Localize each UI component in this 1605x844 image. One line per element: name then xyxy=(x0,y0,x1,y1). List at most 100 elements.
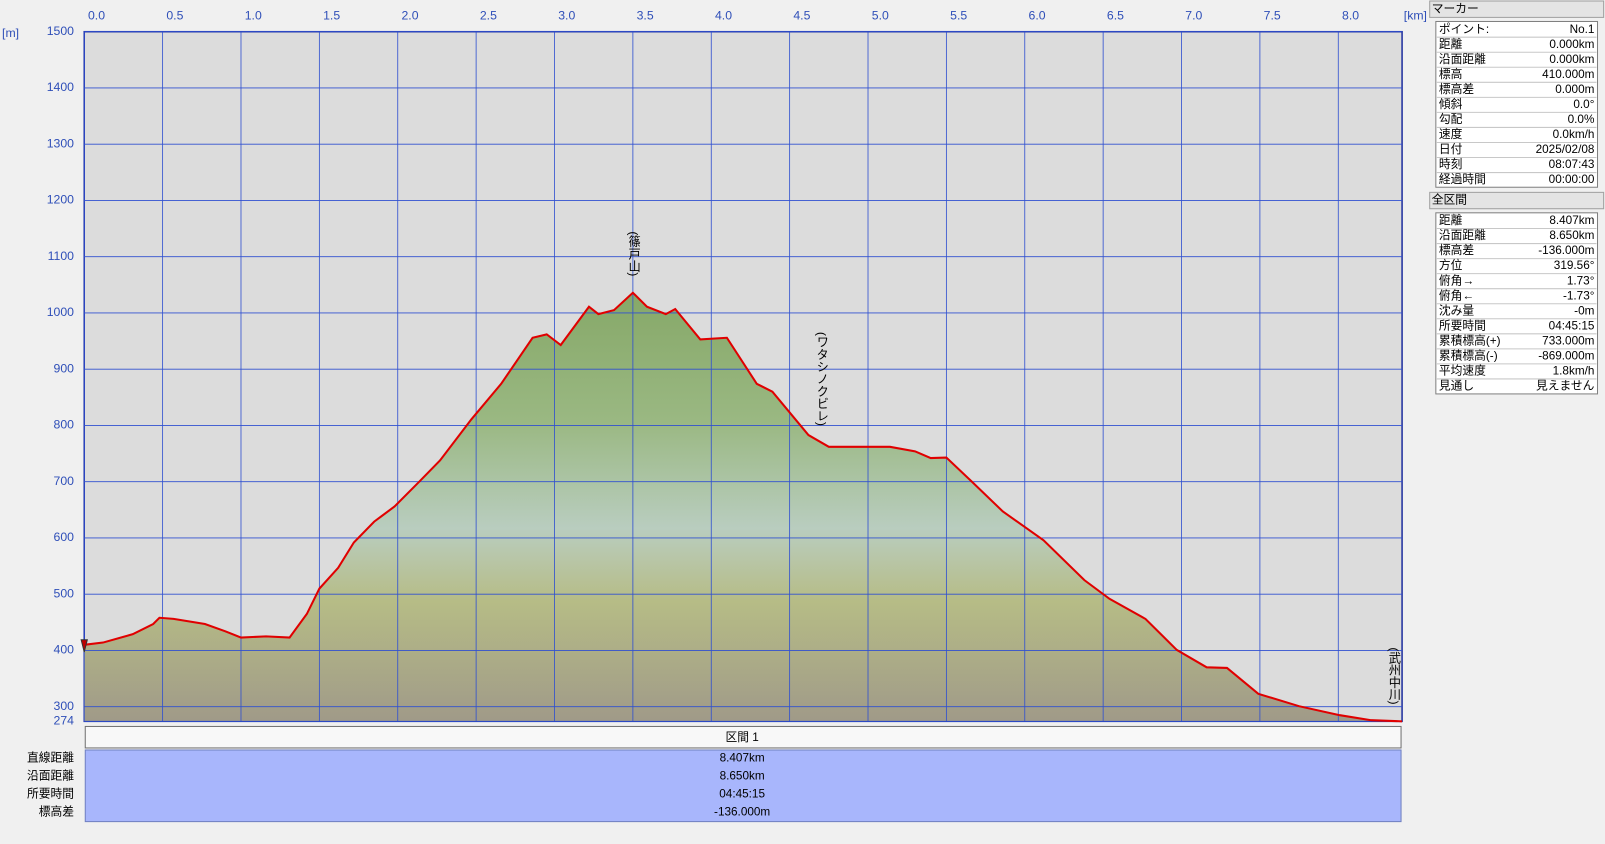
x-tick-label: 5.0 xyxy=(872,9,889,23)
marker-table: ポイント: No.1 距離 0.000km 沿面距離 0.000km 標高 410.000m 標… xyxy=(1436,23,1597,186)
x-tick-label: 2.0 xyxy=(401,9,418,23)
key: 勾配 xyxy=(1439,113,1463,126)
key: 速度 xyxy=(1439,127,1463,141)
value: 1.8km/h xyxy=(1553,365,1595,378)
key: 沿面距離 xyxy=(1439,52,1486,66)
row-label: 直線距離 xyxy=(27,750,74,764)
y-tick-label: 1300 xyxy=(47,136,74,150)
value: 2025/02/08 xyxy=(1536,143,1595,156)
value: -869.000m xyxy=(1538,349,1594,362)
value: 0.0% xyxy=(1568,113,1595,126)
value: 410.000m xyxy=(1542,68,1594,81)
value: 04:45:15 xyxy=(1549,319,1595,332)
y-tick-label: 1400 xyxy=(47,80,74,94)
x-tick-label: 1.0 xyxy=(245,9,262,23)
key: 俯角→ xyxy=(1439,273,1474,287)
value: 733.000m xyxy=(1542,334,1594,347)
x-tick-label: 2.5 xyxy=(480,9,497,23)
key: 平均速度 xyxy=(1439,364,1486,378)
key: 方位 xyxy=(1439,258,1463,272)
y-tick-label: 300 xyxy=(54,699,75,713)
key: 標高差 xyxy=(1439,243,1475,257)
elevation-line xyxy=(84,291,1403,723)
x-unit: [km] xyxy=(1404,9,1427,23)
annotation: (武州中川) xyxy=(1387,647,1401,704)
row-label: 標高差 xyxy=(39,804,74,818)
value: 00:00:00 xyxy=(1549,173,1595,186)
key: 経過時間 xyxy=(1439,173,1486,186)
row-value: 8.407km xyxy=(720,751,765,764)
x-tick-label: 6.0 xyxy=(1029,9,1046,23)
marker-panel-box xyxy=(1435,20,1599,188)
value: 0.000km xyxy=(1549,38,1594,51)
x-tick-label: 4.0 xyxy=(715,9,732,23)
annotation: (篠戸山) xyxy=(627,231,641,276)
x-tick-label: 5.5 xyxy=(950,9,967,23)
key: 沿面距離 xyxy=(1439,228,1486,242)
x-tick-label: 0.5 xyxy=(166,9,183,23)
section-panel-header xyxy=(1429,191,1605,210)
value: 見えません xyxy=(1536,380,1595,393)
row-label: 所要時間 xyxy=(27,787,74,800)
x-tick-label: 1.5 xyxy=(323,9,340,23)
y-tick-label: 1000 xyxy=(47,305,74,319)
y-tick-label: 1200 xyxy=(47,193,74,207)
key: 距離 xyxy=(1439,213,1463,227)
key: 累積標高(+) xyxy=(1439,333,1501,347)
value: -0m xyxy=(1574,304,1594,317)
start-marker xyxy=(80,639,88,653)
key: 距離 xyxy=(1439,37,1463,51)
section-header-bar xyxy=(84,725,1402,749)
elevation-area xyxy=(84,292,1403,722)
value: 0.000km xyxy=(1549,53,1594,66)
key: 所要時間 xyxy=(1439,319,1486,332)
key: ポイント: xyxy=(1439,23,1489,36)
key: 標高 xyxy=(1439,67,1462,81)
section-header: 区間 1 xyxy=(725,731,758,744)
y-tick-label: 1100 xyxy=(48,249,75,263)
key: 傾斜 xyxy=(1439,97,1463,111)
value: -1.73° xyxy=(1563,289,1594,302)
section-panel-table: 距離 8.407km 沿面距離 8.650km 標高差 -136.000m 方位 319.56… xyxy=(1436,213,1597,393)
x-tick-label: 7.5 xyxy=(1264,9,1281,23)
key: 時刻 xyxy=(1439,157,1462,171)
y-tick-label: 400 xyxy=(54,643,75,657)
x-tick-label: 4.5 xyxy=(793,9,810,23)
y-tick-label: 1500 xyxy=(47,24,74,38)
value: 8.407km xyxy=(1549,214,1594,227)
value: 8.650km xyxy=(1549,229,1594,242)
section-values-area xyxy=(84,749,1402,823)
x-tick-label: 3.5 xyxy=(637,9,654,23)
x-tick-label: 8.0 xyxy=(1342,9,1359,23)
marker-panel-title: マーカー xyxy=(1432,2,1479,15)
value: 08:07:43 xyxy=(1549,158,1595,171)
annotation: (ワタシノクビレ) xyxy=(815,332,829,426)
value: 319.56° xyxy=(1554,259,1595,272)
x-tick-label: 6.5 xyxy=(1107,9,1124,23)
y-tick-label: 274 xyxy=(54,714,75,728)
x-tick-label: 3.0 xyxy=(558,9,575,23)
key: 俯角← xyxy=(1439,288,1474,302)
x-tick-label: 0.0 xyxy=(88,9,105,23)
value: 1.73° xyxy=(1567,274,1595,287)
plot: 0.0 0.5 1.0 1.5 2.0 2.5 3.0 3.5 4.0 4.5 5.0 5.5 6.0 6… xyxy=(47,9,1403,728)
value: 0.000m xyxy=(1555,83,1594,96)
key: 見通し xyxy=(1439,380,1474,393)
section-table: 直線距離 8.407km 沿面距離 8.650km 所要時間 04:45:15 標高差 -13… xyxy=(27,750,770,818)
marker-panel-header xyxy=(1429,0,1605,18)
y-tick-label: 500 xyxy=(54,586,75,600)
y-tick-label: 600 xyxy=(54,530,75,544)
value: No.1 xyxy=(1570,23,1595,36)
y-tick-label: 800 xyxy=(54,418,75,432)
section-panel-title: 全区間 xyxy=(1432,193,1467,207)
y-tick-label: 900 xyxy=(54,361,75,375)
key: 標高差 xyxy=(1439,82,1475,96)
key: 日付 xyxy=(1439,143,1463,156)
row-value: 8.650km xyxy=(720,769,765,782)
key: 沈み量 xyxy=(1439,303,1475,317)
y-unit: [m] xyxy=(2,26,19,40)
value: -136.000m xyxy=(1538,244,1594,257)
value: 0.0° xyxy=(1573,98,1594,111)
